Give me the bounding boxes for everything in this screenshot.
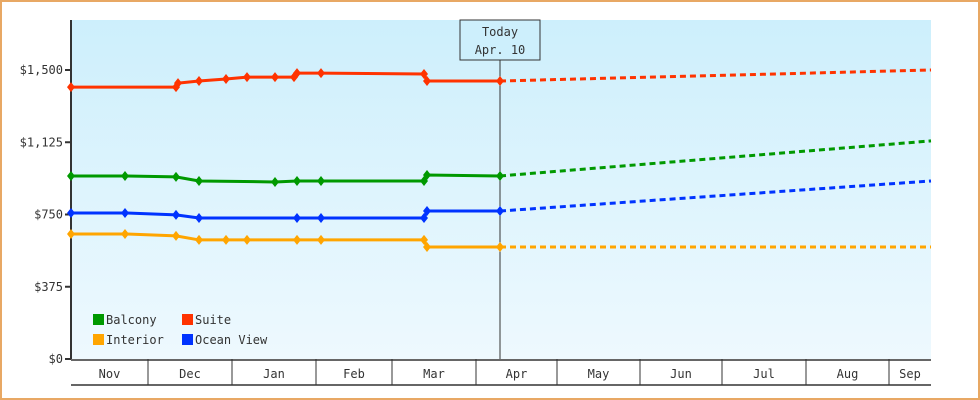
y-tick-label: $1,125: [20, 135, 63, 149]
data-point[interactable]: [67, 228, 75, 239]
legend-swatch: [93, 314, 104, 325]
data-point[interactable]: [317, 234, 325, 245]
data-point[interactable]: [496, 170, 504, 181]
x-month-label: Aug: [837, 367, 859, 381]
data-point[interactable]: [293, 68, 301, 79]
legend-swatch: [182, 314, 193, 325]
today-date: Apr. 10: [475, 43, 526, 57]
series-interior: [67, 228, 931, 253]
data-point[interactable]: [293, 234, 301, 245]
data-point[interactable]: [271, 176, 279, 187]
series-lines: [67, 68, 932, 253]
series-ocean-view: [67, 179, 932, 223]
y-tick-label: $0: [49, 352, 63, 366]
today-marker: Today Apr. 10: [459, 19, 541, 359]
today-label: Today: [482, 25, 518, 39]
x-month-label: Jun: [670, 367, 692, 381]
y-tick-label: $750: [34, 208, 63, 222]
series-suite: [67, 68, 932, 93]
legend-item: Interior: [93, 333, 164, 347]
y-axis: $0 $375 $750 $1,125 $1,500: [20, 20, 72, 366]
plot-area: [71, 20, 931, 359]
x-month-label: Jan: [263, 367, 285, 381]
data-point[interactable]: [423, 75, 431, 86]
data-point[interactable]: [67, 82, 75, 93]
data-point[interactable]: [195, 75, 203, 86]
data-point[interactable]: [496, 75, 504, 86]
legend-item: Balcony: [93, 313, 157, 327]
data-point[interactable]: [423, 242, 431, 253]
data-point[interactable]: [317, 212, 325, 223]
data-point[interactable]: [195, 234, 203, 245]
x-month-label: Nov: [99, 367, 121, 381]
y-tick-label: $375: [34, 280, 63, 294]
legend-item: Suite: [182, 313, 231, 327]
data-point[interactable]: [195, 175, 203, 186]
legend: Balcony Suite Interior Ocean View: [93, 313, 268, 347]
data-point[interactable]: [243, 72, 251, 83]
data-point[interactable]: [243, 234, 251, 245]
data-point[interactable]: [121, 207, 129, 218]
data-point[interactable]: [174, 78, 182, 89]
x-month-label: Jul: [753, 367, 775, 381]
data-point[interactable]: [172, 230, 180, 241]
data-point[interactable]: [317, 175, 325, 186]
data-point[interactable]: [420, 234, 428, 245]
data-point[interactable]: [172, 209, 180, 220]
data-point[interactable]: [222, 74, 230, 85]
data-point[interactable]: [293, 175, 301, 186]
data-point[interactable]: [423, 206, 431, 217]
data-point[interactable]: [496, 206, 504, 217]
x-axis: Nov Dec Jan Feb Mar Apr May Jun Jul Aug Sep: [71, 359, 931, 386]
legend-label: Balcony: [106, 313, 157, 327]
x-month-label: Sep: [899, 367, 921, 381]
x-month-label: May: [588, 367, 610, 381]
data-point[interactable]: [121, 170, 129, 181]
x-month-label: Feb: [343, 367, 365, 381]
data-point[interactable]: [271, 72, 279, 83]
data-point[interactable]: [121, 228, 129, 239]
data-point[interactable]: [222, 234, 230, 245]
legend-swatch: [182, 334, 193, 345]
data-point[interactable]: [496, 242, 504, 253]
legend-label: Ocean View: [195, 333, 268, 347]
series-balcony: [67, 139, 932, 187]
legend-label: Interior: [106, 333, 164, 347]
data-point[interactable]: [293, 212, 301, 223]
legend-swatch: [93, 334, 104, 345]
data-point[interactable]: [420, 69, 428, 80]
data-point[interactable]: [317, 68, 325, 79]
data-point[interactable]: [67, 207, 75, 218]
x-month-label: Mar: [423, 367, 445, 381]
legend-item: Ocean View: [182, 333, 268, 347]
data-point[interactable]: [423, 170, 431, 181]
data-point[interactable]: [195, 212, 203, 223]
data-point[interactable]: [67, 170, 75, 181]
data-point[interactable]: [420, 212, 428, 223]
legend-label: Suite: [195, 313, 231, 327]
y-tick-label: $1,500: [20, 63, 63, 77]
x-month-label: Dec: [179, 367, 201, 381]
data-point[interactable]: [172, 171, 180, 182]
x-month-label: Apr: [506, 367, 528, 381]
